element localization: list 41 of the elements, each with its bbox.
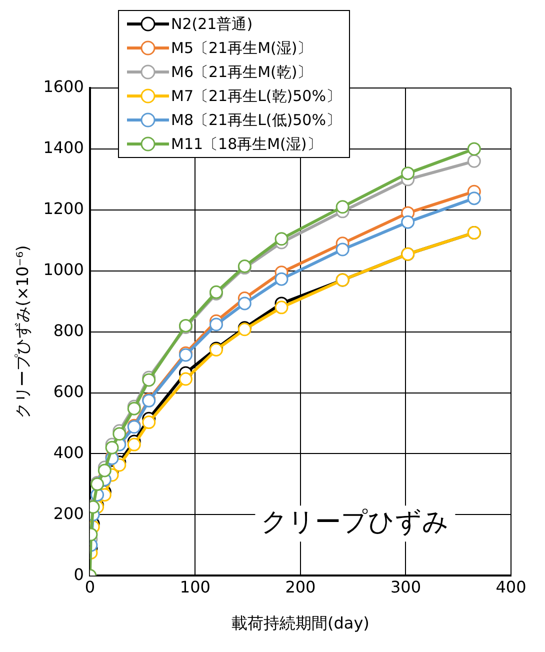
point [274,232,288,246]
y-tick-label: 1600 [43,77,84,96]
point [336,242,350,256]
point [238,296,252,310]
y-tick-label: 1000 [43,260,84,280]
legend-label: M11〔18再生M(湿)〕 [171,134,322,155]
x-axis-title: 載荷持続期間(day) [232,614,370,633]
y-tick-label: 0 [74,564,84,584]
y-tick-label: 400 [53,442,84,462]
point [178,372,192,386]
point [98,464,112,478]
y-axis-title: クリープひずみ(×10⁻⁶) [12,245,32,418]
x-tick-label: 400 [496,577,526,596]
point [467,154,481,168]
y-tick-label: 200 [53,504,84,523]
point [467,142,481,156]
point [467,192,481,206]
legend-label: M6〔21再生M(乾)〕 [171,62,312,83]
annotation: クリープひずみ [261,507,450,538]
x-tick-label: 300 [390,577,422,596]
legend-label: N2(21普通) [171,14,253,35]
x-tick-label: 200 [285,577,316,596]
point [401,215,415,229]
y-tick-label: 1200 [43,199,84,218]
legend-label: M5〔21再生M(湿)〕 [171,38,312,59]
point [209,318,223,332]
point [336,200,350,214]
y-tick-label: 1400 [43,138,84,158]
point [142,373,156,387]
legend-label: M7〔21再生L(乾)50%〕 [171,86,341,107]
legend-label: M8〔21再生L(低)50%〕 [171,110,341,131]
point [274,272,288,286]
y-tick-label: 800 [53,320,84,340]
point [112,427,126,441]
point [274,300,288,314]
point [127,438,141,452]
x-tick-label: 100 [180,577,210,596]
point [105,440,119,454]
point [401,166,415,180]
y-tick-label: 600 [53,382,84,401]
point [142,416,156,430]
